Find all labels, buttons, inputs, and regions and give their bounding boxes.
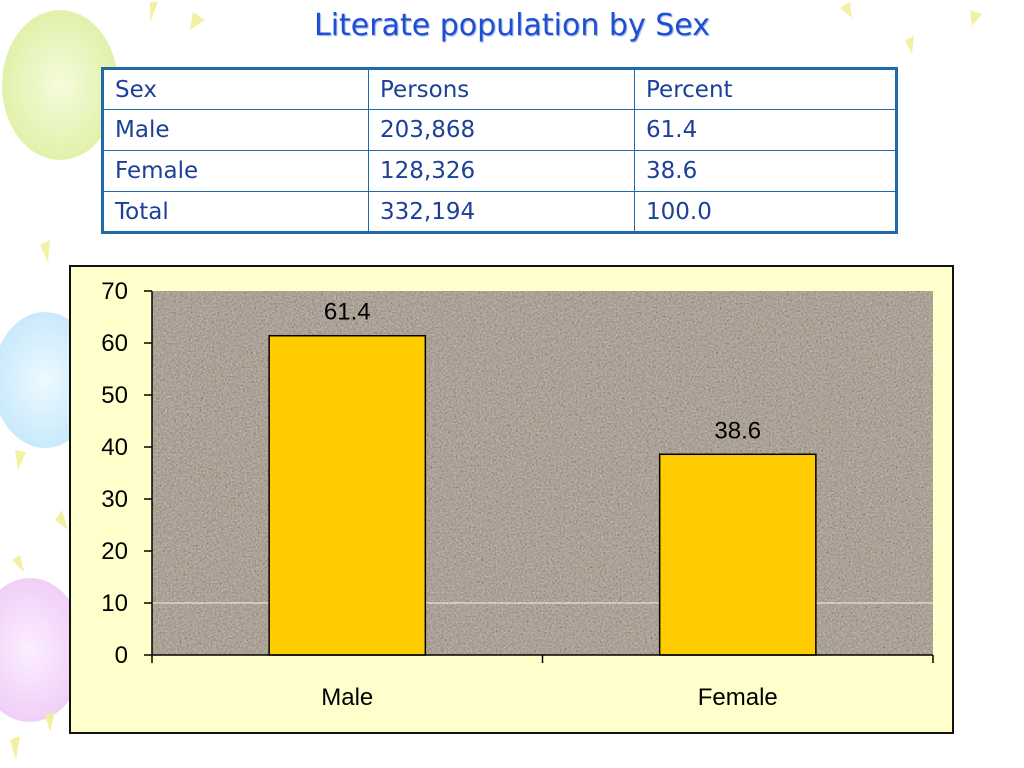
table-cell: 100.0 xyxy=(634,191,897,233)
table-cell: 203,868 xyxy=(368,109,635,151)
data-label: 61.4 xyxy=(324,299,371,326)
table-cell: Male xyxy=(102,109,369,151)
table-header-row: Sex Persons Percent xyxy=(102,68,897,110)
bar xyxy=(268,334,427,656)
y-tick-label: 60 xyxy=(101,330,128,357)
table-cell: 38.6 xyxy=(634,150,897,192)
y-tick-label: 10 xyxy=(101,590,128,617)
data-table: Sex Persons Percent Male 203,868 61.4 Fe… xyxy=(101,67,898,234)
y-tick-label: 20 xyxy=(101,538,128,565)
balloon-lime xyxy=(2,10,118,160)
table-cell: 332,194 xyxy=(368,191,635,233)
y-tick-label: 50 xyxy=(101,382,128,409)
table-cell: 128,326 xyxy=(368,150,635,192)
table-row: Male 203,868 61.4 xyxy=(102,109,897,151)
y-tick-label: 30 xyxy=(101,486,128,513)
y-tick-label: 0 xyxy=(115,642,128,669)
balloon-pink xyxy=(0,578,85,722)
x-tick-label: Male xyxy=(321,684,373,711)
table-header-cell: Persons xyxy=(368,68,635,110)
chart-area: 61.4 Male 38.6 Female 0 10 20 30 40 50 60 70 xyxy=(69,265,954,734)
table-cell: 61.4 xyxy=(634,109,897,151)
table-row: Female 128,326 38.6 xyxy=(102,150,897,192)
x-tick-label: Female xyxy=(698,684,778,711)
data-label: 38.6 xyxy=(714,417,761,444)
table-header-cell: Sex xyxy=(102,68,369,110)
bar-chart: 61.4 Male 38.6 Female 0 10 20 30 40 50 60 70 xyxy=(101,278,934,711)
table-row: Total 332,194 100.0 xyxy=(102,191,897,233)
bar xyxy=(658,453,817,656)
y-tick-label: 70 xyxy=(101,278,128,305)
table-cell: Female xyxy=(102,150,369,192)
y-tick-label: 40 xyxy=(101,434,128,461)
table-header-cell: Percent xyxy=(634,68,897,110)
slide-title: Literate population by Sex xyxy=(314,8,710,43)
table-cell: Total xyxy=(102,191,369,233)
confetti xyxy=(10,2,982,760)
